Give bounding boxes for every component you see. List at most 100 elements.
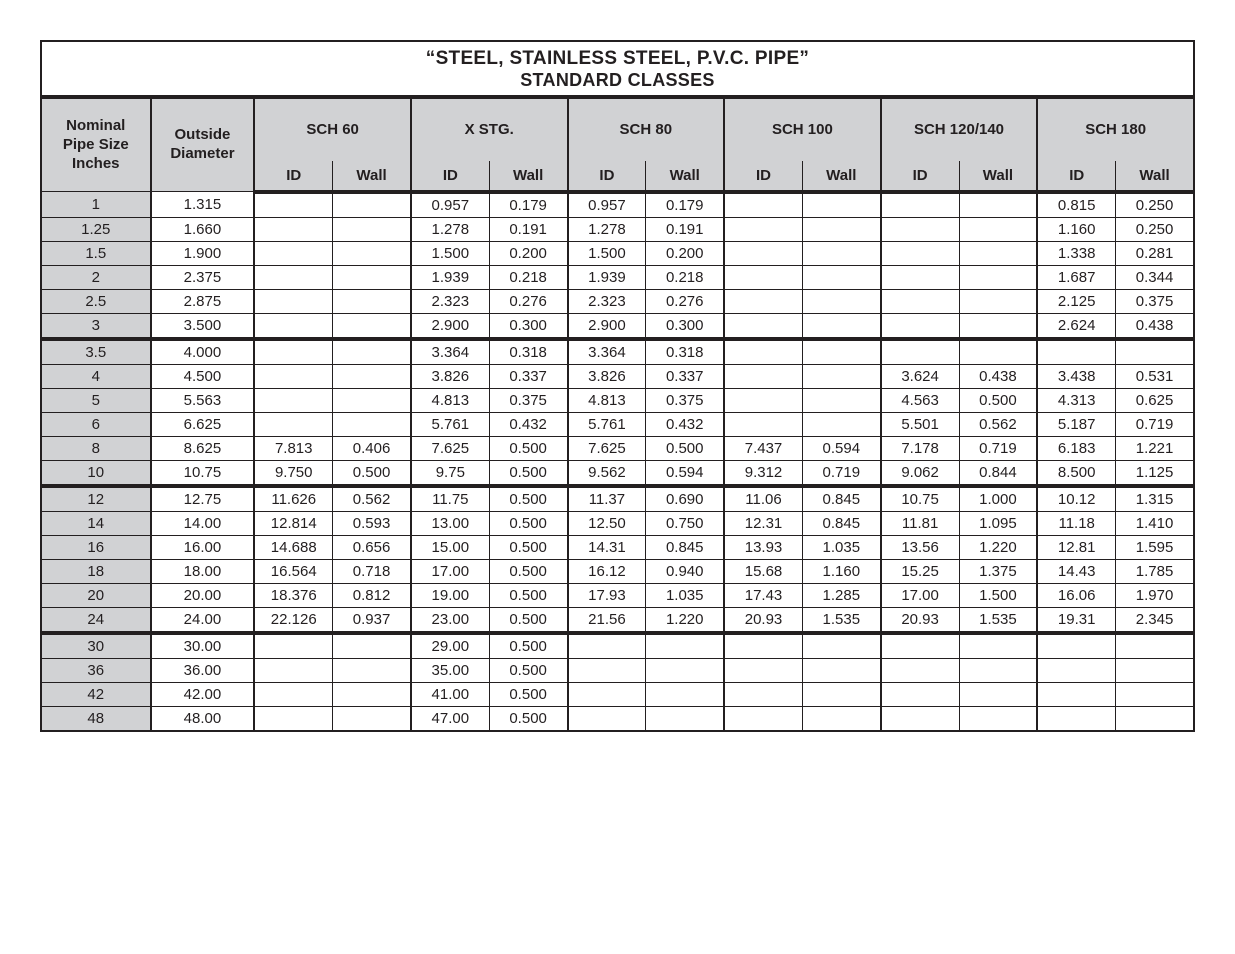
- cell-wall: 0.750: [646, 511, 724, 535]
- cell-wall: 1.375: [959, 559, 1037, 583]
- cell-wall: 0.337: [646, 364, 724, 388]
- cell-id: [1037, 706, 1115, 731]
- cell-id: 1.500: [411, 241, 489, 265]
- cell-id: 17.00: [881, 583, 959, 607]
- subheader-id: ID: [724, 161, 802, 192]
- table-row: 3636.0035.000.500: [41, 658, 1194, 682]
- cell-wall: [333, 192, 411, 218]
- cell-wall: 0.500: [959, 388, 1037, 412]
- cell-id: 15.00: [411, 535, 489, 559]
- cell-wall: [959, 633, 1037, 659]
- cell-wall: 0.218: [489, 265, 567, 289]
- cell-wall: [333, 217, 411, 241]
- header-od: Outside Diameter: [151, 97, 255, 192]
- cell-wall: 0.845: [802, 486, 880, 512]
- cell-id: 5.501: [881, 412, 959, 436]
- header-sch60: SCH 60: [254, 97, 411, 161]
- cell-id: 2.900: [568, 313, 646, 339]
- table-row: 4848.0047.000.500: [41, 706, 1194, 731]
- subheader-wall: Wall: [489, 161, 567, 192]
- cell-id: [724, 633, 802, 659]
- cell-wall: 0.500: [489, 460, 567, 486]
- cell-wall: 0.719: [802, 460, 880, 486]
- table-row: 1.51.9001.5000.2001.5000.2001.3380.281: [41, 241, 1194, 265]
- cell-size: 16: [41, 535, 151, 559]
- cell-wall: 0.318: [646, 339, 724, 365]
- cell-id: 7.625: [568, 436, 646, 460]
- header-sch100: SCH 100: [724, 97, 881, 161]
- cell-id: 10.12: [1037, 486, 1115, 512]
- cell-id: 0.957: [411, 192, 489, 218]
- cell-wall: 0.937: [333, 607, 411, 633]
- subheader-wall: Wall: [333, 161, 411, 192]
- cell-wall: [802, 339, 880, 365]
- cell-wall: [333, 412, 411, 436]
- title-line2: STANDARD CLASSES: [42, 70, 1193, 91]
- cell-id: 0.815: [1037, 192, 1115, 218]
- cell-wall: [959, 289, 1037, 313]
- cell-wall: 0.625: [1116, 388, 1194, 412]
- cell-wall: 0.500: [489, 583, 567, 607]
- cell-id: [568, 633, 646, 659]
- cell-id: [254, 217, 332, 241]
- cell-wall: 0.276: [646, 289, 724, 313]
- cell-wall: 0.281: [1116, 241, 1194, 265]
- cell-size: 18: [41, 559, 151, 583]
- cell-wall: [959, 265, 1037, 289]
- cell-id: [254, 313, 332, 339]
- cell-id: 4.813: [568, 388, 646, 412]
- cell-wall: 0.594: [802, 436, 880, 460]
- cell-id: [724, 706, 802, 731]
- cell-wall: [646, 633, 724, 659]
- cell-id: 2.125: [1037, 289, 1115, 313]
- cell-size: 4: [41, 364, 151, 388]
- cell-wall: 0.318: [489, 339, 567, 365]
- cell-id: 1.939: [568, 265, 646, 289]
- cell-id: 16.12: [568, 559, 646, 583]
- cell-id: 11.75: [411, 486, 489, 512]
- cell-wall: 0.200: [489, 241, 567, 265]
- cell-id: [254, 265, 332, 289]
- cell-wall: 0.406: [333, 436, 411, 460]
- cell-id: 29.00: [411, 633, 489, 659]
- cell-id: 7.813: [254, 436, 332, 460]
- cell-wall: 0.500: [489, 535, 567, 559]
- header-sch120: SCH 120/140: [881, 97, 1038, 161]
- cell-id: [254, 682, 332, 706]
- cell-wall: 0.438: [1116, 313, 1194, 339]
- cell-id: [568, 682, 646, 706]
- cell-wall: 0.562: [959, 412, 1037, 436]
- cell-id: [724, 658, 802, 682]
- subheader-wall: Wall: [959, 161, 1037, 192]
- cell-od: 4.500: [151, 364, 255, 388]
- cell-wall: [333, 658, 411, 682]
- cell-id: 3.364: [411, 339, 489, 365]
- table-row: 33.5002.9000.3002.9000.3002.6240.438: [41, 313, 1194, 339]
- cell-wall: 0.344: [1116, 265, 1194, 289]
- cell-wall: [1116, 682, 1194, 706]
- cell-wall: 1.535: [802, 607, 880, 633]
- cell-id: [1037, 633, 1115, 659]
- cell-wall: 1.000: [959, 486, 1037, 512]
- cell-wall: 0.218: [646, 265, 724, 289]
- cell-id: 1.500: [568, 241, 646, 265]
- cell-wall: 0.500: [489, 607, 567, 633]
- cell-size: 12: [41, 486, 151, 512]
- cell-id: [1037, 682, 1115, 706]
- table-row: 1.251.6601.2780.1911.2780.1911.1600.250: [41, 217, 1194, 241]
- cell-wall: 0.375: [489, 388, 567, 412]
- cell-size: 48: [41, 706, 151, 731]
- cell-id: 3.438: [1037, 364, 1115, 388]
- cell-wall: [959, 706, 1037, 731]
- subheader-id: ID: [1037, 161, 1115, 192]
- cell-id: 35.00: [411, 658, 489, 682]
- table-row: 2424.0022.1260.93723.000.50021.561.22020…: [41, 607, 1194, 633]
- cell-id: [724, 265, 802, 289]
- cell-wall: 1.221: [1116, 436, 1194, 460]
- cell-id: [724, 412, 802, 436]
- cell-od: 30.00: [151, 633, 255, 659]
- cell-wall: 0.719: [959, 436, 1037, 460]
- table-row: 22.3751.9390.2181.9390.2181.6870.344: [41, 265, 1194, 289]
- cell-od: 1.315: [151, 192, 255, 218]
- cell-id: [568, 706, 646, 731]
